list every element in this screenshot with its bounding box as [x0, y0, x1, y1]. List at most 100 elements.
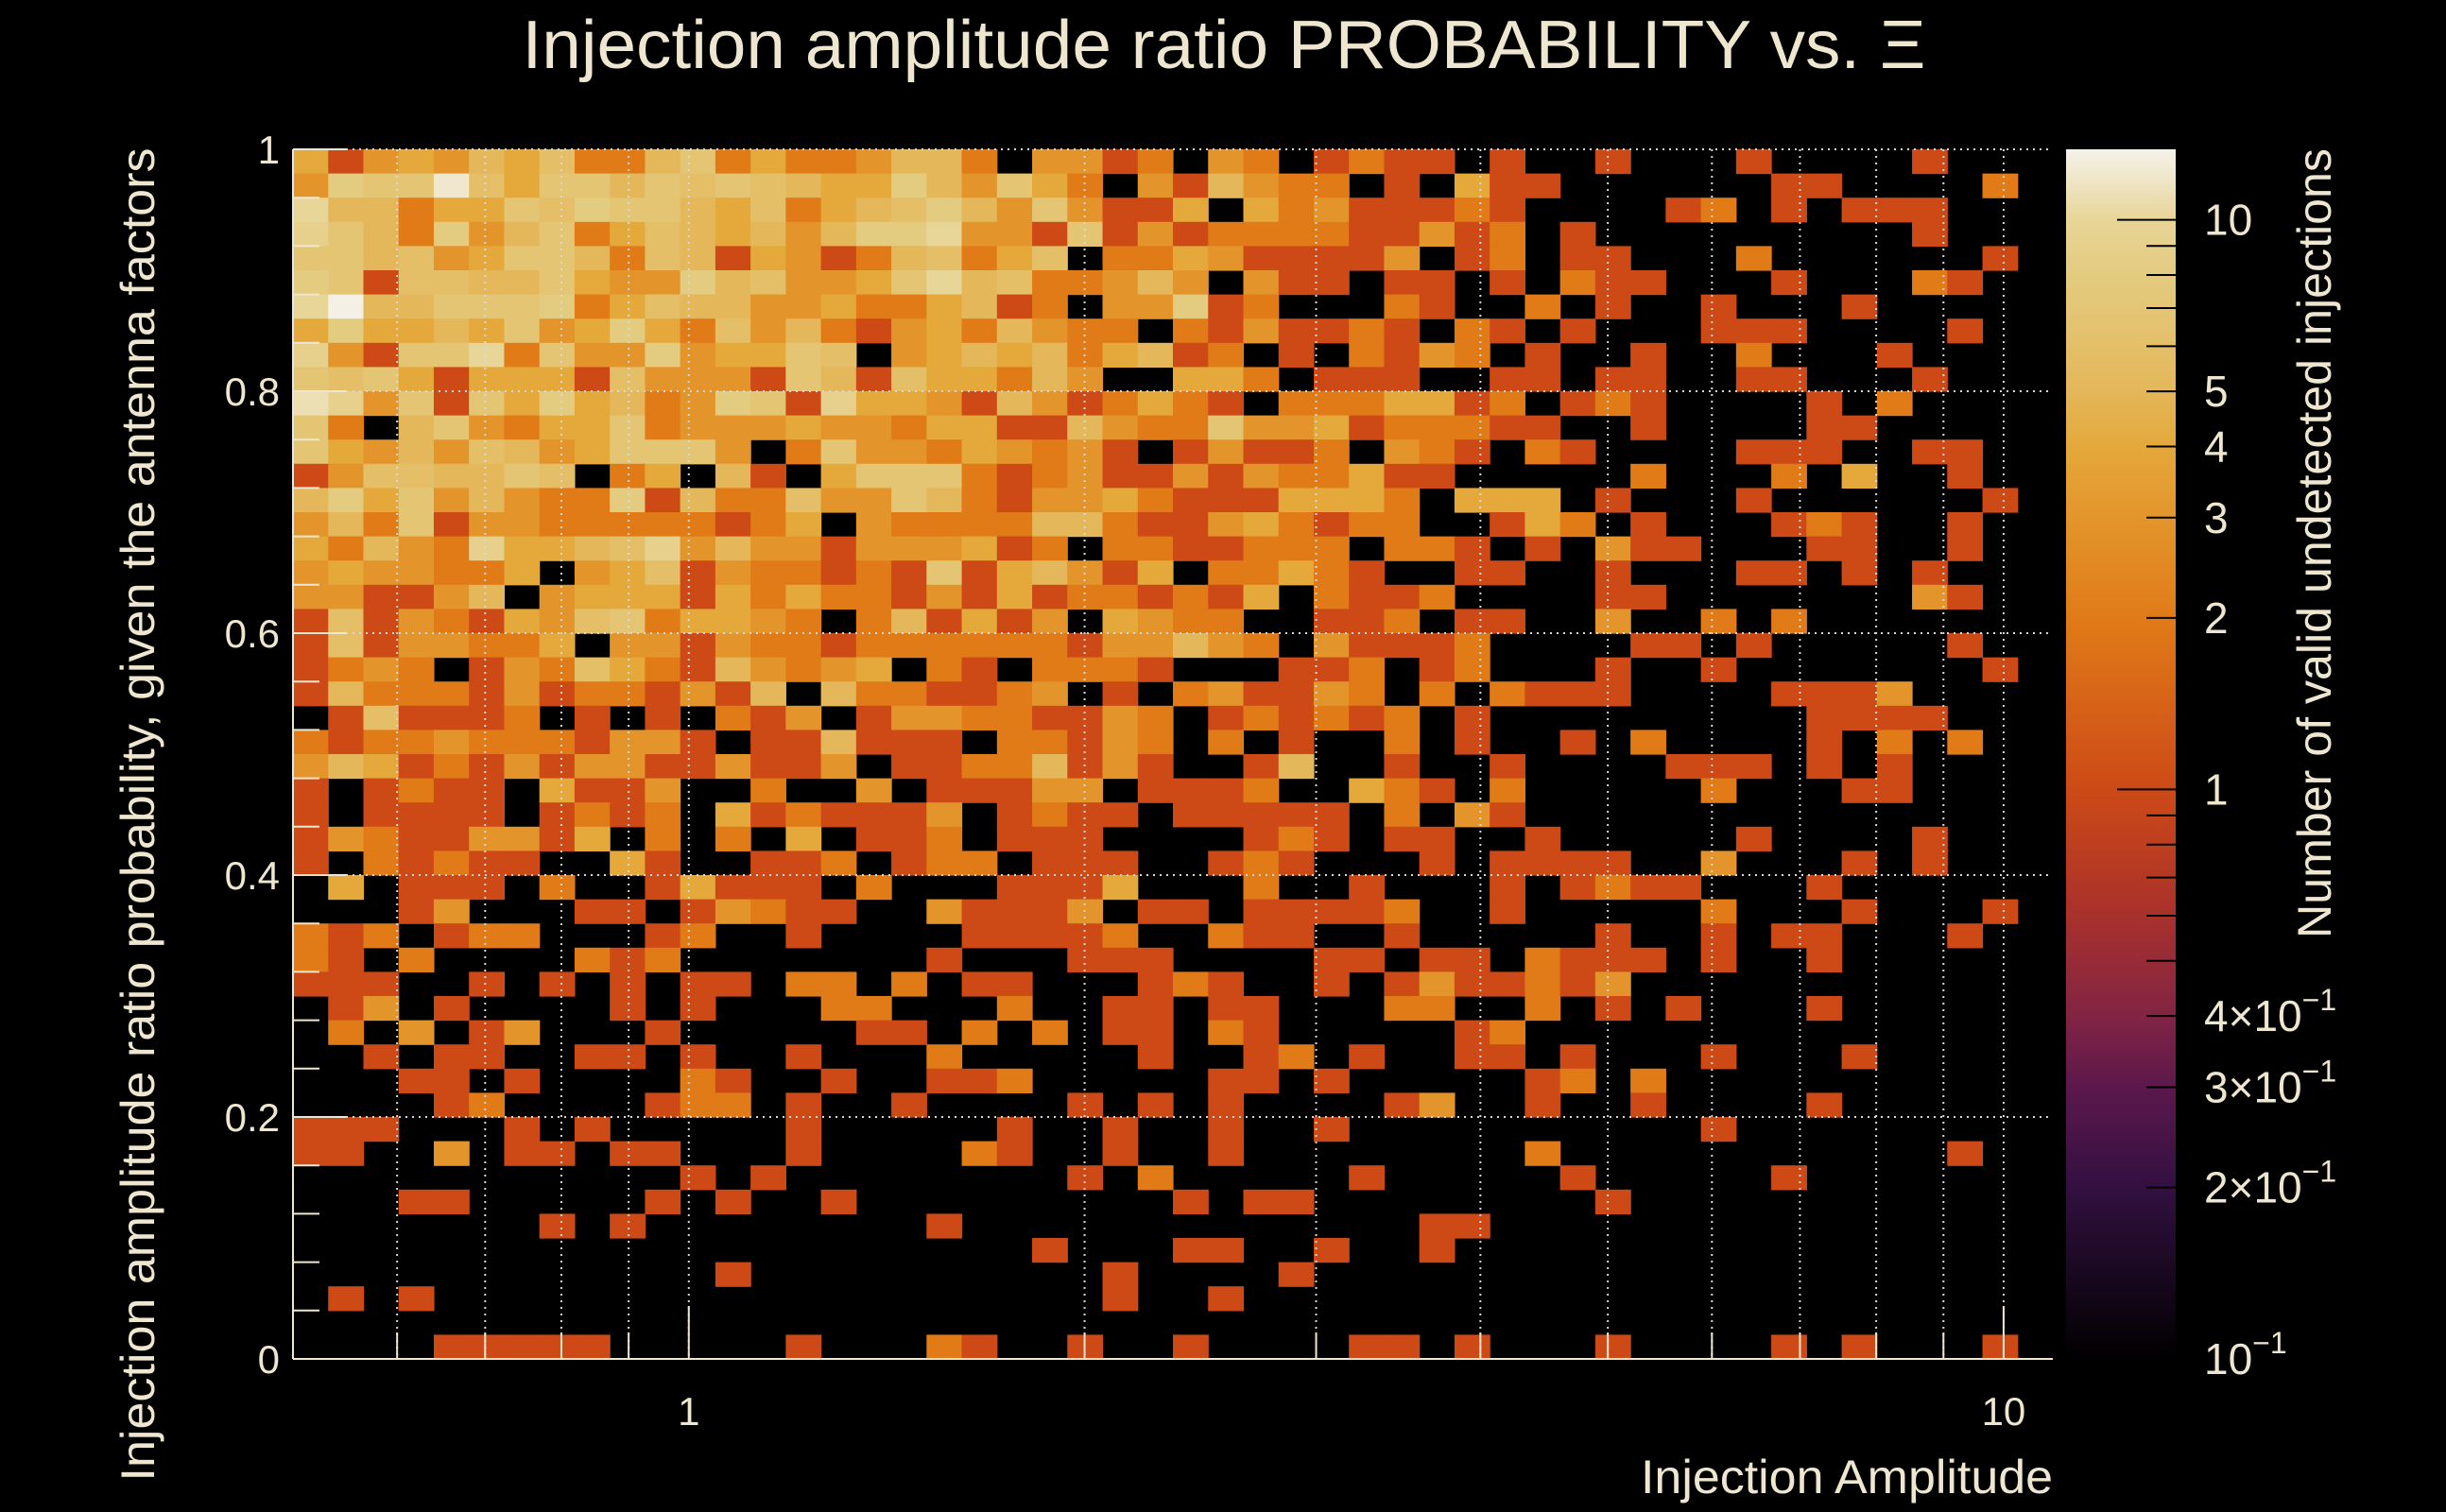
- heatmap-cell: [715, 342, 751, 368]
- heatmap-cell: [1032, 391, 1068, 417]
- heatmap-cell: [1137, 1044, 1174, 1070]
- heatmap-cell: [1771, 1165, 1807, 1191]
- heatmap-cell: [1912, 149, 1948, 175]
- heatmap-cell: [398, 246, 435, 271]
- heatmap-cell: [574, 439, 611, 465]
- heatmap-cell: [574, 367, 611, 392]
- heatmap-cell: [1349, 947, 1386, 972]
- heatmap-cell: [855, 367, 892, 392]
- heatmap-cell: [680, 367, 716, 392]
- heatmap-cells: [293, 149, 2019, 1360]
- heatmap-cell: [363, 609, 400, 634]
- heatmap-cell: [855, 294, 892, 319]
- heatmap-cell: [961, 899, 998, 924]
- heatmap-cell: [785, 754, 822, 780]
- heatmap-cell: [469, 342, 506, 368]
- heatmap-cell: [1490, 609, 1525, 634]
- heatmap-cell: [1384, 173, 1421, 198]
- heatmap-cell: [1947, 1141, 1984, 1166]
- heatmap-cell: [363, 1117, 400, 1143]
- heatmap-cell: [820, 1068, 857, 1093]
- heatmap-cell: [328, 996, 365, 1022]
- heatmap-cell: [1384, 705, 1421, 730]
- heatmap-cell: [539, 633, 576, 659]
- heatmap-cell: [539, 221, 576, 247]
- heatmap-cell: [1806, 536, 1843, 561]
- heatmap-cell: [1559, 875, 1596, 901]
- heatmap-cell: [996, 971, 1033, 997]
- heatmap-cell: [1419, 657, 1456, 682]
- heatmap-cell: [504, 633, 541, 659]
- heatmap-cell: [293, 318, 329, 344]
- heatmap-cell: [1454, 488, 1490, 513]
- heatmap-cell: [574, 221, 611, 247]
- heatmap-cell: [469, 318, 506, 344]
- heatmap-cell: [926, 1044, 963, 1070]
- heatmap-cell: [680, 681, 716, 707]
- heatmap-cell: [1384, 149, 1421, 175]
- heatmap-cell: [469, 512, 506, 538]
- heatmap-cell: [820, 754, 857, 780]
- heatmap-cell: [539, 439, 576, 465]
- heatmap-cell: [433, 778, 470, 803]
- heatmap-cell: [1419, 633, 1456, 659]
- heatmap-cell: [1313, 198, 1350, 223]
- heatmap-cell: [1490, 778, 1525, 803]
- heatmap-cell: [1243, 705, 1280, 730]
- heatmap-cell: [1384, 246, 1421, 271]
- heatmap-cell: [293, 173, 329, 198]
- heatmap-cell: [469, 681, 506, 707]
- heatmap-cell: [1559, 1044, 1596, 1070]
- heatmap-cell: [1349, 221, 1386, 247]
- heatmap-cell: [1102, 1286, 1139, 1312]
- heatmap-cell: [363, 342, 400, 368]
- heatmap-cell: [469, 923, 506, 949]
- heatmap-cell: [855, 681, 892, 707]
- heatmap-cell: [855, 221, 892, 247]
- heatmap-cell: [891, 149, 927, 175]
- heatmap-cell: [1032, 584, 1068, 610]
- heatmap-cell: [891, 512, 927, 538]
- heatmap-cell: [891, 730, 927, 755]
- heatmap-cell: [1490, 415, 1525, 440]
- heatmap-cell: [1032, 899, 1068, 924]
- heatmap-cell: [433, 875, 470, 901]
- heatmap-cell: [1876, 705, 1913, 730]
- heatmap-cell: [1841, 536, 1878, 561]
- heatmap-cell: [996, 826, 1033, 851]
- heatmap-cell: [961, 657, 998, 682]
- heatmap-cell: [926, 512, 963, 538]
- heatmap-cell: [1490, 875, 1525, 901]
- heatmap-cell: [1173, 536, 1209, 561]
- heatmap-cell: [961, 633, 998, 659]
- y-axis-label: Injection amplitude ratio probability, g…: [112, 148, 164, 1482]
- heatmap-cell: [715, 657, 751, 682]
- heatmap-cell: [1032, 173, 1068, 198]
- heatmap-cell: [715, 439, 751, 465]
- heatmap-cell: [715, 367, 751, 392]
- heatmap-cell: [469, 971, 506, 997]
- heatmap-cell: [1278, 536, 1315, 561]
- heatmap-cell: [820, 246, 857, 271]
- heatmap-cell: [715, 875, 751, 901]
- heatmap-cell: [1384, 536, 1421, 561]
- heatmap-cell: [1243, 826, 1280, 851]
- heatmap-cell: [1841, 1334, 1878, 1360]
- heatmap-cell: [328, 342, 365, 368]
- heatmap-cell: [855, 560, 892, 586]
- heatmap-cell: [1278, 463, 1315, 489]
- heatmap-cell: [820, 221, 857, 247]
- heatmap-cell: [1419, 584, 1456, 610]
- heatmap-cell: [891, 705, 927, 730]
- heatmap-cell: [574, 681, 611, 707]
- heatmap-cell: [750, 850, 786, 876]
- heatmap-cell: [680, 996, 716, 1022]
- heatmap-cell: [715, 512, 751, 538]
- heatmap-cell: [433, 609, 470, 634]
- heatmap-cell: [1067, 512, 1104, 538]
- heatmap-cell: [1313, 1238, 1350, 1263]
- heatmap-cell: [469, 246, 506, 271]
- heatmap-cell: [1384, 198, 1421, 223]
- heatmap-cell: [750, 536, 786, 561]
